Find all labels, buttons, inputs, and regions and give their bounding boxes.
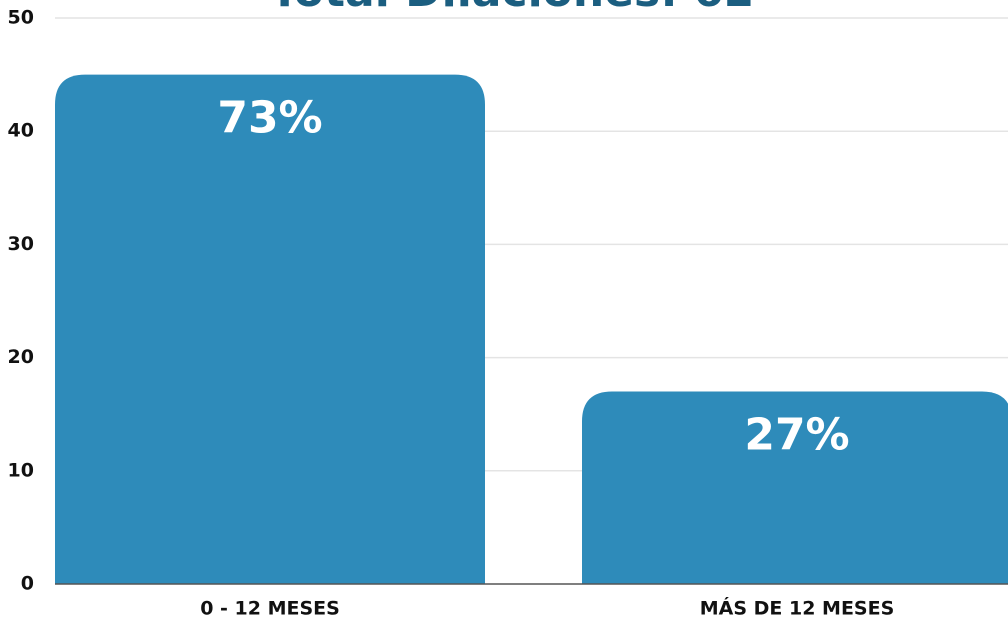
y-tick-label: 0: [21, 573, 34, 595]
y-tick-label: 10: [8, 459, 34, 481]
y-tick-label: 50: [8, 7, 34, 29]
y-tick-label: 40: [8, 120, 34, 142]
bar: [55, 74, 485, 584]
x-tick-label: MÁS DE 12 MESES: [700, 597, 895, 620]
y-tick-label: 30: [8, 233, 34, 255]
chart-title: Total Dilaciones: 62: [270, 0, 755, 17]
bar-annotation: 73%: [217, 93, 322, 144]
bar-annotation: 27%: [744, 410, 849, 461]
bar: [582, 391, 1008, 584]
y-tick-label: 20: [8, 346, 34, 368]
x-tick-label: 0 - 12 MESES: [200, 598, 340, 620]
